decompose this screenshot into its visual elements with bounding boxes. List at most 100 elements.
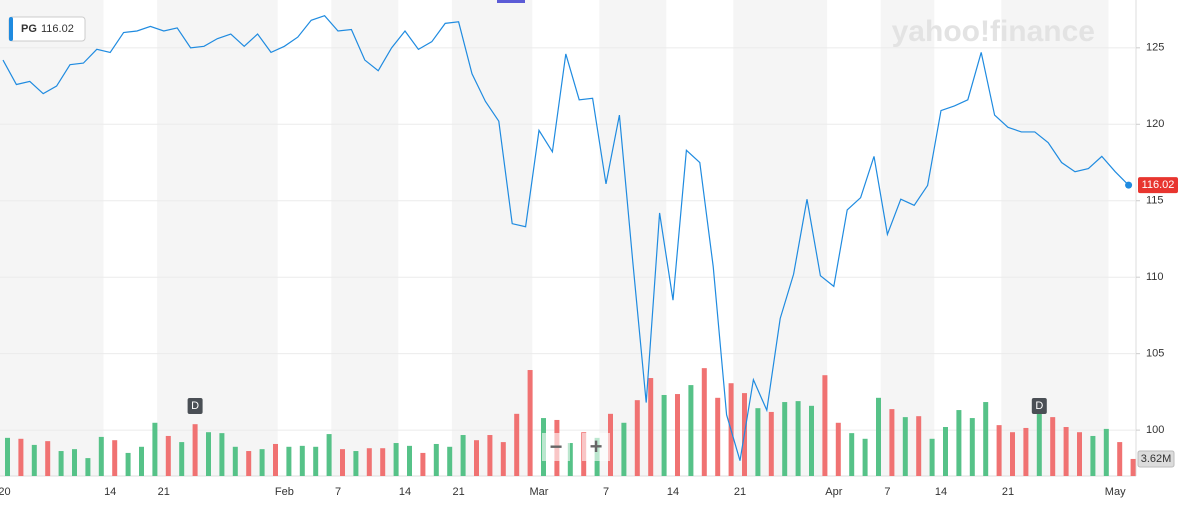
week-band [451,0,533,476]
volume-bar [876,397,881,476]
volume-bar [286,446,292,476]
week-band [331,0,399,476]
dividend-marker [1031,398,1047,414]
volume-bar [407,445,412,476]
y-tick-label: 105 [1146,348,1164,360]
volume-bar [45,441,51,476]
volume-bar [393,443,399,476]
volume-bar [206,432,211,476]
volume-bar [259,449,265,476]
volume-bar [500,442,506,476]
price-tag [1138,177,1178,194]
ticker-box-accent [9,17,13,41]
x-tick-label: 21 [158,486,170,498]
x-tick-label: 7 [603,486,609,498]
volume-bar [340,449,345,476]
week-band [733,0,828,476]
volume-bar [661,394,667,476]
volume-bar [353,451,359,476]
zoom-button-label[interactable]: + [590,434,603,459]
volume-bar [152,422,158,476]
dividend-label: D [1035,400,1043,412]
volume-bar [701,368,707,476]
logo: yahoo!finance [892,15,1095,48]
week-bands [0,0,1108,476]
volume-bar [380,448,386,476]
volume-bar [849,433,855,476]
ticker-name: PG [21,23,37,35]
volume-bar [1077,432,1082,476]
volume-bar [326,434,332,476]
week-band [599,0,667,476]
volume-bar [219,433,225,476]
y-tick-label: 125 [1146,42,1164,54]
volume-bar [192,424,198,476]
volume-bar [621,422,627,476]
week-band [157,0,278,476]
volume-bar [98,436,104,476]
volume-bar [648,378,654,476]
y-tick-label: 100 [1146,424,1164,436]
volume-bar [782,402,788,476]
x-tick-label: Mar [530,486,549,498]
volume-bar [1036,412,1042,476]
volume-bar [889,409,895,476]
zoom-button-bg[interactable] [582,433,610,461]
volume-bar [1103,428,1109,476]
dividend-label: D [191,400,199,412]
volume-bar [31,444,37,476]
volume-bar [1010,432,1015,476]
x-tick-label: Feb [275,486,294,498]
volume-bar [139,446,144,476]
volume-bar [112,440,118,476]
volume-bar [447,446,453,476]
volume-bar [916,416,922,476]
y-tick-label: 115 [1146,195,1164,207]
volume-bar [165,435,171,476]
volume-bar [514,413,520,476]
volume-bar [125,452,131,476]
x-tick-label: 21 [1002,486,1014,498]
volume-bar [5,437,10,476]
zoom-button[interactable]: + [582,433,610,461]
volume-bar [567,443,573,476]
x-tick-label: 14 [935,486,947,498]
volume-bar [795,401,801,476]
volume-bar [1117,442,1123,476]
volume-bar [608,413,613,476]
x-tick-label: 14 [399,486,411,498]
zoom-button[interactable]: − [542,433,570,461]
volume-bar [929,438,935,476]
x-tick-label: 14 [667,486,679,498]
week-band [1001,0,1109,476]
zoom-button-bg[interactable] [542,433,570,461]
volume-bar [983,402,989,476]
volume-bar [688,385,694,476]
x-tick-label: 7 [884,486,890,498]
volume-bar [58,451,64,476]
volume-bar [487,435,493,476]
volume-bar [18,438,24,476]
volume-bar [768,411,774,476]
x-tick-label: May [1105,486,1126,498]
x-tick-label: 21 [452,486,464,498]
volume-bar [420,452,426,476]
volume-bar [313,446,319,476]
volume-bar [1063,427,1069,476]
x-tick-label: /20 [0,486,11,498]
volume-bar [996,425,1002,476]
y-tick-label: 110 [1146,271,1164,283]
x-tick-label: 7 [335,486,341,498]
zoom-button-label[interactable]: − [550,434,563,459]
volume-bar [299,445,305,476]
y-tick-label: 120 [1146,118,1164,130]
volume-bar [755,408,761,476]
volume-bar [246,451,252,476]
ticker-price: 116.02 [41,23,74,35]
volume-bar [943,427,948,476]
volume-bar [474,440,479,476]
volume-bar [822,375,828,476]
volume-bar [634,400,640,476]
volume-bar [715,397,721,476]
